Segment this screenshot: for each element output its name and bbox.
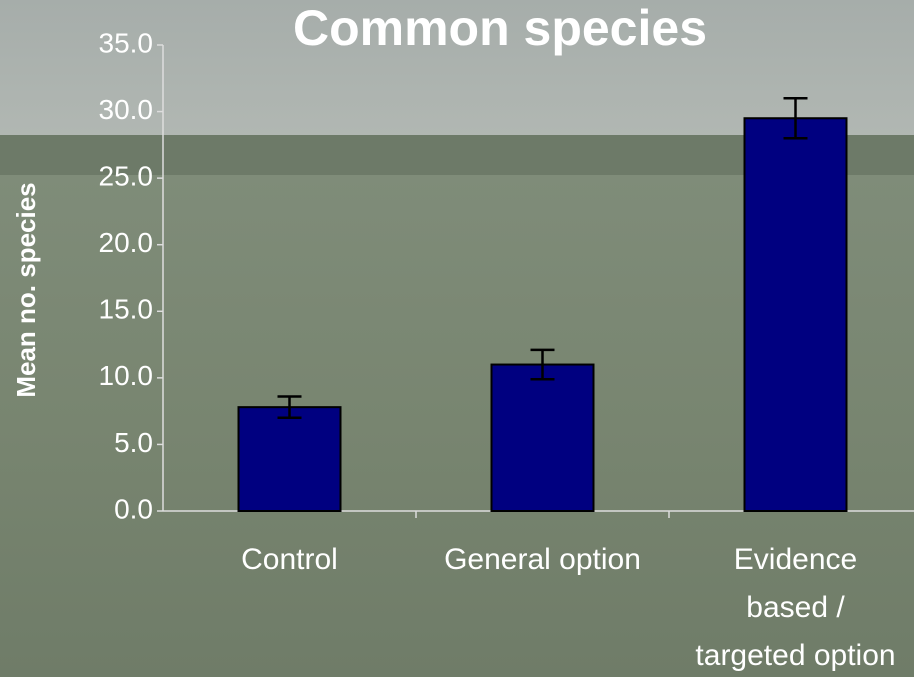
y-tick-label: 0.0 — [114, 493, 153, 524]
y-tick-label: 25.0 — [99, 161, 154, 192]
y-tick-label: 5.0 — [114, 427, 153, 458]
bar — [492, 365, 594, 511]
y-tick-label: 10.0 — [99, 360, 154, 391]
x-tick-label: Evidence based / targeted option — [671, 536, 914, 677]
y-tick-label: 30.0 — [99, 94, 154, 125]
bar — [745, 118, 847, 511]
chart-title: Common species — [293, 0, 707, 56]
bar — [239, 407, 341, 511]
y-tick-label: 35.0 — [99, 27, 154, 58]
x-tick-label: Control — [165, 536, 415, 584]
slide: Common species Mean no. species 0.0 5.0 10… — [0, 0, 914, 677]
y-tick-label: 20.0 — [99, 227, 154, 258]
y-axis-label: Mean no. species — [11, 182, 41, 397]
y-tick-label: 15.0 — [99, 294, 154, 325]
x-tick-label: General option — [418, 536, 668, 584]
